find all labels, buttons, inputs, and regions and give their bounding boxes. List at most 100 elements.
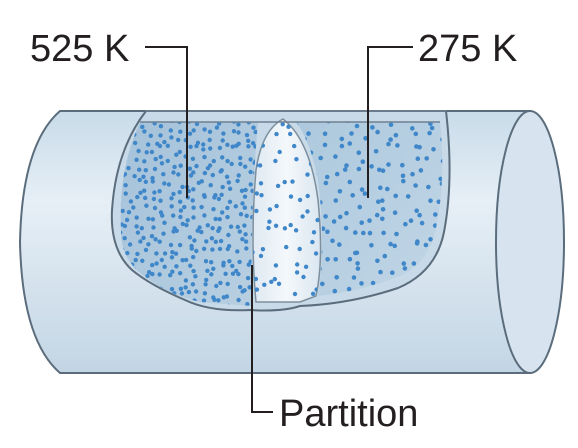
molecule-dot <box>262 282 267 287</box>
molecule-dot <box>171 191 176 197</box>
molecule-dot <box>243 164 248 169</box>
molecule-dot <box>378 269 383 275</box>
molecule-dot <box>344 163 349 168</box>
molecule-dot <box>125 250 130 256</box>
molecule-dot <box>272 276 277 282</box>
molecule-dot <box>169 286 175 292</box>
molecule-dot <box>405 194 411 199</box>
cylinder-end-cap <box>495 110 565 374</box>
molecule-dot <box>402 266 408 271</box>
molecule-dot <box>323 214 328 219</box>
molecule-dot <box>178 271 183 276</box>
molecule-dot <box>267 219 272 224</box>
molecule-dot <box>258 253 264 259</box>
molecule-dot <box>144 203 149 208</box>
molecule-dot <box>187 131 193 136</box>
molecule-dot <box>189 246 194 251</box>
molecule-dot <box>225 205 230 211</box>
molecule-dot <box>333 257 339 262</box>
molecule-dot <box>411 261 417 266</box>
molecule-dot <box>344 210 349 216</box>
molecule-dot <box>178 129 183 134</box>
molecule-dot <box>158 154 163 160</box>
molecule-dot <box>385 186 390 192</box>
molecule-dot <box>337 242 342 247</box>
molecule-dot <box>403 221 408 227</box>
molecule-dot <box>247 285 252 290</box>
molecule-dot <box>170 250 175 255</box>
molecule-dot <box>210 247 215 252</box>
molecule-dot <box>201 142 206 147</box>
molecule-dot <box>386 141 391 147</box>
molecule-dot <box>347 256 353 262</box>
molecule-dot <box>178 208 184 213</box>
molecule-dot <box>142 159 147 164</box>
molecule-dot <box>248 169 253 175</box>
molecule-dot <box>235 178 240 184</box>
molecule-dot <box>218 238 224 244</box>
molecule-dot <box>191 254 196 260</box>
molecule-dot <box>204 239 209 244</box>
molecule-dot <box>337 189 343 194</box>
molecule-dot <box>354 250 360 256</box>
molecule-dot <box>393 193 399 199</box>
molecule-dot <box>207 137 212 143</box>
molecule-dot <box>288 222 293 228</box>
molecule-dot <box>213 239 218 244</box>
molecule-dot <box>378 185 383 191</box>
cutaway-rim <box>140 110 446 123</box>
molecule-dot <box>359 281 364 286</box>
molecule-dot <box>191 187 196 192</box>
molecule-dot <box>246 262 251 267</box>
molecule-dot <box>199 179 204 184</box>
molecule-dot <box>158 124 164 129</box>
molecule-dot <box>201 298 207 303</box>
molecule-dot <box>221 131 226 136</box>
molecule-dot <box>133 140 138 146</box>
molecule-dot <box>136 148 141 154</box>
molecule-dot <box>325 257 330 262</box>
molecule-dot <box>209 236 215 241</box>
molecule-dot <box>388 122 394 127</box>
molecule-dot <box>236 297 241 303</box>
molecule-dot <box>187 166 193 171</box>
molecule-dot <box>408 218 414 223</box>
molecule-dot <box>440 158 443 164</box>
molecule-dot <box>158 198 163 203</box>
cold-gas-region <box>296 122 443 296</box>
molecule-dot <box>242 205 247 210</box>
molecule-dot <box>137 167 142 172</box>
molecule-dot <box>211 158 216 164</box>
molecule-dot <box>135 194 140 200</box>
molecule-dot <box>254 287 260 292</box>
molecule-dot <box>282 179 287 185</box>
molecule-dot <box>158 133 163 138</box>
molecule-dot <box>243 239 249 244</box>
molecule-dot <box>311 230 317 235</box>
molecule-dot <box>282 226 288 231</box>
molecule-dot <box>248 182 253 187</box>
molecule-dot <box>217 145 223 151</box>
molecule-dot <box>177 149 182 155</box>
right-temperature-label: 275 K <box>418 28 517 70</box>
molecule-dot <box>440 137 443 142</box>
molecule-dot <box>380 168 386 173</box>
molecule-dot <box>194 122 200 127</box>
molecule-dot <box>313 251 319 256</box>
molecule-dot <box>217 246 223 252</box>
molecule-dot <box>210 172 215 178</box>
molecule-dot <box>159 257 164 263</box>
molecule-dot <box>141 235 146 241</box>
molecule-dot <box>237 284 243 290</box>
partition-label: Partition <box>279 393 418 435</box>
molecule-dot <box>141 174 146 179</box>
molecule-dot <box>159 161 165 166</box>
molecule-dot <box>152 190 157 195</box>
molecule-dot <box>143 247 149 253</box>
molecule-dot <box>162 139 167 145</box>
molecule-dot <box>284 244 289 250</box>
molecule-dot <box>273 223 279 228</box>
molecule-dot <box>184 222 189 228</box>
molecule-dot <box>178 199 183 204</box>
